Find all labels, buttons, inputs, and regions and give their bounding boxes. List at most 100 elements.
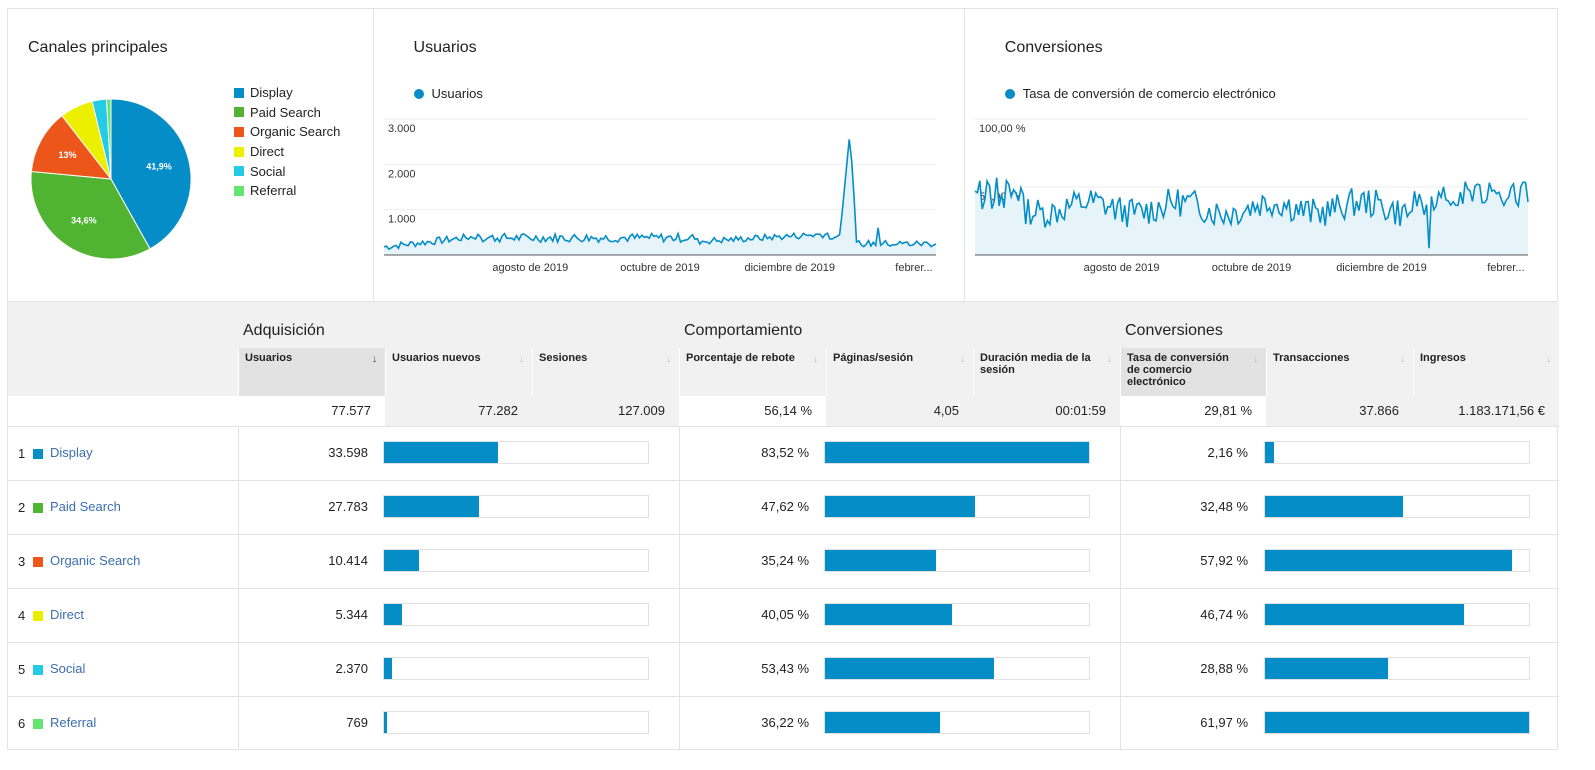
sort-arrow-icon[interactable]: ↓ bbox=[519, 354, 524, 365]
row-index: 3 bbox=[18, 554, 26, 569]
series-area bbox=[383, 139, 936, 255]
channels-table: Adquisición Comportamiento Conversiones … bbox=[7, 302, 1559, 750]
series-line[interactable] bbox=[383, 139, 936, 251]
users-panel: Usuarios Usuarios 3.000 2.000 1.000 agosto … bbox=[374, 9, 965, 301]
legend-item[interactable]: Social bbox=[234, 161, 340, 181]
channels-title: Canales principales bbox=[28, 39, 168, 56]
col-label: Duración media de la sesión bbox=[980, 352, 1091, 376]
conversions-line-chart[interactable]: 100,00 %50,00 %agosto de 2019 octubre de … bbox=[965, 109, 1558, 289]
legend-swatch bbox=[234, 185, 244, 196]
sort-arrow-icon[interactable]: ↓ bbox=[1253, 354, 1258, 365]
pie-slice-organic-search[interactable] bbox=[30, 115, 113, 180]
overview-panels: Canales principales 41,9% 34,6% 13% Displa… bbox=[7, 8, 1558, 302]
table-row: 5 Social 2.370 53,43 % 28,88 % bbox=[8, 642, 1559, 696]
col-tasa-conversion[interactable]: Tasa de conversión de comercio electróni… bbox=[1120, 348, 1266, 396]
users-bar-fill bbox=[384, 550, 420, 571]
channels-pie-chart[interactable]: 41,9% 34,6% 13% bbox=[26, 94, 196, 264]
users-value: 33.598 bbox=[328, 445, 368, 460]
conversion-bar-fill bbox=[1265, 604, 1465, 625]
col-sesiones[interactable]: Sesiones ↓ bbox=[532, 348, 679, 396]
channel-link[interactable]: Display bbox=[50, 445, 93, 460]
legend-swatch bbox=[234, 87, 244, 98]
col-porcentaje-rebote[interactable]: Porcentaje de rebote ↓ bbox=[679, 348, 826, 396]
bounce-value: 35,24 % bbox=[761, 553, 809, 568]
legend-item[interactable]: Organic Search bbox=[234, 122, 340, 142]
users-value: 769 bbox=[346, 715, 368, 730]
users-series-label: Usuarios bbox=[431, 86, 483, 101]
y-tick-label: 100,00 % bbox=[979, 123, 1026, 135]
pie-slice-display[interactable] bbox=[110, 98, 192, 250]
table-row: 2 Paid Search 27.783 47,62 % 32,48 % bbox=[8, 480, 1559, 534]
total-paginas-sesion: 4,05 bbox=[826, 396, 973, 426]
total-duracion: 00:01:59 bbox=[973, 396, 1120, 426]
sort-arrow-icon[interactable]: ↓ bbox=[1400, 354, 1405, 365]
legend-swatch bbox=[234, 166, 244, 177]
channel-color-swatch bbox=[33, 611, 43, 621]
channel-color-swatch bbox=[33, 557, 43, 567]
total-sesiones: 127.009 bbox=[532, 396, 679, 426]
conversion-bar-fill bbox=[1265, 496, 1404, 517]
legend-item[interactable]: Display bbox=[234, 83, 340, 103]
column-divider bbox=[238, 426, 239, 750]
channel-link[interactable]: Paid Search bbox=[50, 499, 121, 514]
conversion-value: 61,97 % bbox=[1200, 715, 1248, 730]
legend-item[interactable]: Referral bbox=[234, 181, 340, 201]
users-bar bbox=[383, 441, 649, 464]
legend-label: Display bbox=[250, 85, 293, 101]
pie-slice-paid-search[interactable] bbox=[30, 170, 151, 260]
x-tick-label: febrer... bbox=[1487, 262, 1524, 274]
pie-slice-referral[interactable] bbox=[105, 98, 112, 180]
bounce-bar-fill bbox=[825, 658, 994, 679]
row-index: 1 bbox=[18, 446, 26, 461]
col-paginas-sesion[interactable]: Páginas/sesión ↓ bbox=[826, 348, 973, 396]
conversion-value: 46,74 % bbox=[1200, 607, 1248, 622]
legend-swatch bbox=[234, 107, 244, 118]
sort-desc-icon[interactable]: ↓ bbox=[372, 354, 377, 365]
total-usuarios: 77.577 bbox=[238, 396, 385, 426]
legend-item[interactable]: Paid Search bbox=[234, 103, 340, 123]
col-usuarios-nuevos[interactable]: Usuarios nuevos ↓ bbox=[385, 348, 532, 396]
sort-arrow-icon[interactable]: ↓ bbox=[666, 354, 671, 365]
bounce-bar bbox=[824, 657, 1090, 680]
users-bar-fill bbox=[384, 658, 393, 679]
channel-color-swatch bbox=[33, 719, 43, 729]
col-transacciones[interactable]: Transacciones ↓ bbox=[1266, 348, 1413, 396]
table-row: 1 Display 33.598 83,52 % 2,16 % bbox=[8, 426, 1559, 480]
conversion-value: 2,16 % bbox=[1207, 445, 1248, 460]
channel-link[interactable]: Direct bbox=[50, 607, 84, 622]
conversion-value: 28,88 % bbox=[1200, 661, 1248, 676]
col-label: Sesiones bbox=[539, 352, 588, 364]
bounce-value: 53,43 % bbox=[761, 661, 809, 676]
users-bar bbox=[383, 711, 649, 734]
table-row: 4 Direct 5.344 40,05 % 46,74 % bbox=[8, 588, 1559, 642]
series-dot-icon bbox=[413, 88, 424, 99]
sort-arrow-icon[interactable]: ↓ bbox=[813, 354, 818, 365]
bounce-bar-fill bbox=[825, 496, 976, 517]
table-row: 6 Referral 769 36,22 % 61,97 % bbox=[8, 696, 1559, 750]
users-title: Usuarios bbox=[413, 39, 477, 56]
col-ingresos[interactable]: Ingresos ↓ bbox=[1413, 348, 1559, 396]
legend-swatch bbox=[234, 126, 244, 137]
channel-link[interactable]: Social bbox=[50, 661, 86, 676]
series-line[interactable] bbox=[974, 177, 1529, 249]
users-line-chart[interactable]: 3.000 2.000 1.000 agosto de 2019 octubre de … bbox=[374, 109, 966, 289]
bounce-value: 40,05 % bbox=[761, 607, 809, 622]
sort-arrow-icon[interactable]: ↓ bbox=[960, 354, 965, 365]
users-bar-fill bbox=[384, 604, 403, 625]
col-usuarios[interactable]: Usuarios ↓ bbox=[238, 348, 385, 396]
users-bar-fill bbox=[384, 496, 479, 517]
users-bar-fill bbox=[384, 442, 499, 463]
y-tick-label: 3.000 bbox=[388, 123, 416, 135]
channel-link[interactable]: Referral bbox=[50, 715, 97, 730]
legend-item[interactable]: Direct bbox=[234, 142, 340, 162]
col-label: Transacciones bbox=[1273, 352, 1350, 364]
bounce-bar bbox=[824, 441, 1090, 464]
sort-arrow-icon[interactable]: ↓ bbox=[1546, 354, 1551, 365]
sort-arrow-icon[interactable]: ↓ bbox=[1107, 354, 1112, 365]
col-duracion-media[interactable]: Duración media de la sesión ↓ bbox=[973, 348, 1120, 396]
pie-data-label: 13% bbox=[59, 150, 77, 160]
row-index: 6 bbox=[18, 716, 26, 731]
conversion-bar-fill bbox=[1265, 658, 1389, 679]
channel-link[interactable]: Organic Search bbox=[50, 553, 141, 568]
bounce-bar bbox=[824, 711, 1090, 734]
